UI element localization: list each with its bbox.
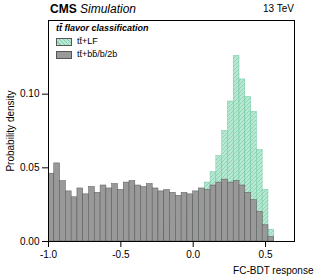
svg-text:0.0: 0.0 (186, 249, 200, 260)
html-text:13 TeV: 13 TeV (263, 3, 294, 14)
svg-text:0.5: 0.5 (259, 249, 273, 260)
svg-text:0.10: 0.10 (20, 88, 40, 99)
svg-text:FC-BDT response: FC-BDT response (233, 265, 314, 276)
html-text:tt̄+LF: tt̄+LF (77, 36, 98, 46)
html-text:tt̄+bb̄/b/2b: tt̄+bb̄/b/2b (77, 49, 118, 59)
svg-text:-0.5: -0.5 (112, 249, 130, 260)
svg-text:Probability density: Probability density (5, 90, 16, 171)
svg-text:-1.0: -1.0 (40, 249, 58, 260)
svg-text:0.00: 0.00 (20, 236, 40, 247)
html-text:CMS Simulation: CMS Simulation (50, 2, 136, 16)
svg-text:0.05: 0.05 (20, 162, 40, 173)
html-text:tt̄ flavor classification: tt̄ flavor classification (56, 23, 149, 33)
